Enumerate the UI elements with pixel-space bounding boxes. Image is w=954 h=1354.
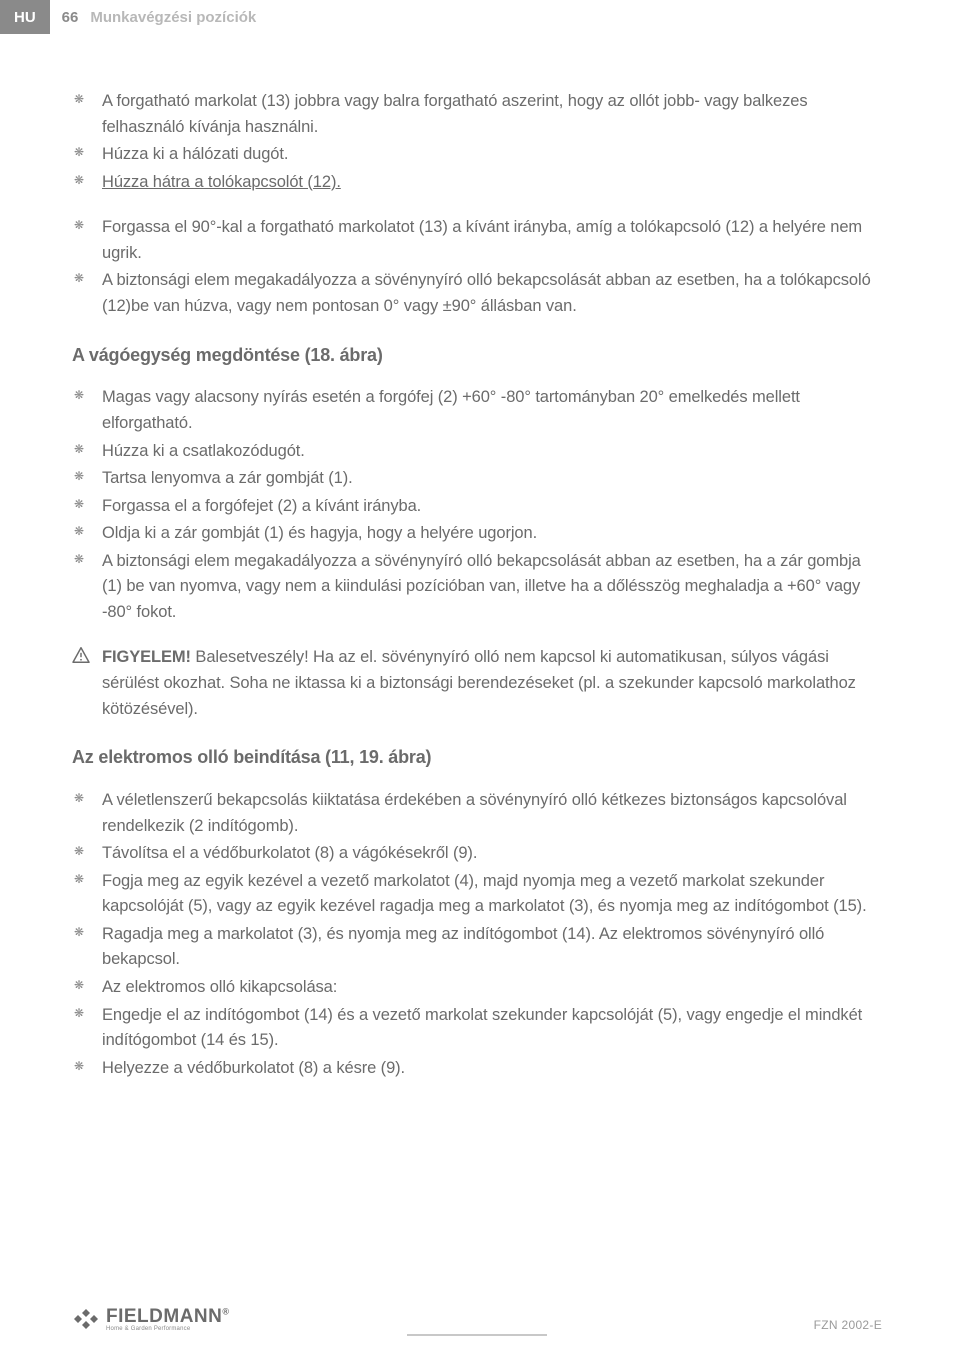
list-item: Ragadja meg a markolatot (3), és nyomja … bbox=[72, 922, 882, 973]
list-item: Engedje el az indítógombot (14) és a vez… bbox=[72, 1003, 882, 1054]
list-item: Fogja meg az egyik kezével a vezető mark… bbox=[72, 869, 882, 920]
bullet-block-a: Magas vagy alacsony nyírás esetén a forg… bbox=[72, 385, 882, 625]
section-title-b: Az elektromos olló beindítása (11, 19. á… bbox=[72, 744, 882, 772]
list-item: Húzza ki a hálózati dugót. bbox=[72, 142, 882, 168]
warning-label: FIGYELEM! bbox=[102, 648, 191, 666]
warning-text: Balesetveszély! Ha az el. sövénynyíró ol… bbox=[102, 648, 856, 717]
list-item-text: Húzza hátra a tolókapcsolót (12). bbox=[102, 173, 341, 191]
warning-block: FIGYELEM! Balesetveszély! Ha az el. sövé… bbox=[72, 645, 882, 722]
model-number: FZN 2002-E bbox=[814, 1318, 882, 1332]
brand-logo: FIELDMANN® Home & Garden Performance bbox=[72, 1306, 230, 1332]
page-content: A forgatható markolat (13) jobbra vagy b… bbox=[0, 34, 954, 1081]
list-item: A biztonsági elem megakadályozza a sövén… bbox=[72, 268, 882, 319]
footer-divider bbox=[407, 1334, 547, 1336]
list-item: Húzza ki a csatlakozódugót. bbox=[72, 439, 882, 465]
brand-name: FIELDMANN® bbox=[106, 1306, 230, 1328]
logo-icon bbox=[72, 1307, 100, 1331]
list-item: Tartsa lenyomva a zár gombját (1). bbox=[72, 466, 882, 492]
list-item: Magas vagy alacsony nyírás esetén a forg… bbox=[72, 385, 882, 436]
page-number: 66 bbox=[50, 9, 91, 26]
list-item: A biztonsági elem megakadályozza a sövén… bbox=[72, 549, 882, 626]
section-title-a: A vágóegység megdöntése (18. ábra) bbox=[72, 342, 882, 370]
list-item: Forgassa el a forgófejet (2) a kívánt ir… bbox=[72, 494, 882, 520]
bullet-block-1: A forgatható markolat (13) jobbra vagy b… bbox=[72, 89, 882, 195]
header-title: Munkavégzési pozíciók bbox=[90, 9, 256, 26]
list-item: A véletlenszerű bekapcsolás kiiktatása é… bbox=[72, 788, 882, 839]
warning-icon bbox=[72, 647, 90, 663]
list-item: Távolítsa el a védőburkolatot (8) a vágó… bbox=[72, 841, 882, 867]
page-footer: FIELDMANN® Home & Garden Performance FZN… bbox=[72, 1306, 882, 1332]
list-item: Húzza hátra a tolókapcsolót (12). bbox=[72, 170, 882, 196]
list-item: Helyezze a védőburkolatot (8) a késre (9… bbox=[72, 1056, 882, 1082]
list-item: Az elektromos olló kikapcsolása: bbox=[72, 975, 882, 1001]
lang-badge: HU bbox=[0, 0, 50, 34]
bullet-block-b: A véletlenszerű bekapcsolás kiiktatása é… bbox=[72, 788, 882, 1081]
list-item: A forgatható markolat (13) jobbra vagy b… bbox=[72, 89, 882, 140]
list-item: Oldja ki a zár gombját (1) és hagyja, ho… bbox=[72, 521, 882, 547]
page-header: HU 66 Munkavégzési pozíciók bbox=[0, 0, 954, 34]
bullet-block-2: Forgassa el 90°-kal a forgatható markola… bbox=[72, 215, 882, 319]
list-item: Forgassa el 90°-kal a forgatható markola… bbox=[72, 215, 882, 266]
